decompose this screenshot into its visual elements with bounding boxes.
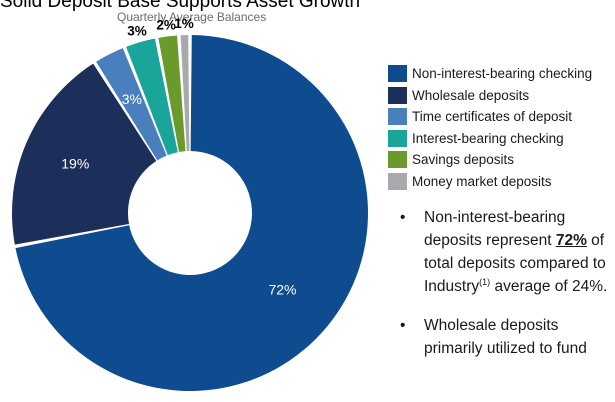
bullet-text-pre: Non-interest-bearing deposits represent [424, 209, 566, 249]
legend-label: Non-interest-bearing checking [412, 66, 593, 82]
bullet-list: • Non-interest-bearing deposits represen… [400, 206, 612, 376]
legend-swatch [388, 108, 407, 126]
slice-money-market-deposits [180, 35, 190, 152]
chart-legend: Non-interest-bearing checking Wholesale d… [388, 63, 592, 192]
slice-interest-bearing-checking [126, 38, 178, 156]
legend-item: Savings deposits [388, 149, 592, 171]
slice-savings-deposits [158, 35, 186, 152]
data-label-interest-bearing-checking: 3% [127, 24, 147, 39]
data-label-non-interest-bearing-checking: 72% [268, 281, 296, 297]
legend-item: Non-interest-bearing checking [388, 63, 592, 85]
legend-swatch [388, 129, 407, 147]
bullet-text-post: average of 24%. [490, 278, 608, 295]
slice-time-certificates-of-deposit [96, 48, 167, 161]
legend-swatch [388, 65, 407, 83]
bullet-percent: 72% [555, 232, 587, 249]
chart-subtitle: Quarterly Average Balances [117, 10, 267, 24]
data-label-money-market-deposits: 1% [174, 16, 194, 31]
legend-swatch [388, 151, 407, 169]
bullet-text: Wholesale deposits primarily utilized to… [424, 317, 587, 357]
bullet-dot-icon: • [400, 317, 406, 334]
donut-chart: 72% 19% 3% 3% 2%1% [11, 16, 368, 392]
data-label-time-certificates-of-deposit: 3% [122, 91, 142, 107]
legend-label: Savings deposits [412, 152, 515, 168]
legend-label: Interest-bearing checking [412, 130, 564, 146]
footnote-ref: (1) [479, 276, 491, 287]
legend-swatch [388, 86, 407, 104]
bullet-text-mid: of total deposits compared to Industry [424, 232, 606, 295]
legend-swatch [388, 172, 407, 190]
legend-label: Money market deposits [412, 173, 552, 189]
legend-label: Wholesale deposits [412, 87, 530, 103]
bullet-wholesale: • Wholesale deposits primarily utilized … [400, 314, 612, 360]
slice-wholesale-deposits [11, 63, 157, 245]
legend-item: Money market deposits [388, 171, 592, 193]
bullet-nonint: • Non-interest-bearing deposits represen… [400, 206, 612, 298]
slide-title: Solid Deposit Base Supports Asset Growth [0, 0, 361, 12]
legend-item: Interest-bearing checking [388, 128, 592, 150]
data-label-savings-deposits: 2% [156, 17, 176, 32]
data-label-wholesale-deposits: 19% [61, 155, 89, 171]
bullet-dot-icon: • [400, 209, 406, 226]
legend-item: Wholesale deposits [388, 85, 592, 107]
legend-label: Time certificates of deposit [412, 109, 573, 125]
slice-non-interest-bearing-checking [15, 35, 368, 392]
legend-item: Time certificates of deposit [388, 106, 592, 128]
